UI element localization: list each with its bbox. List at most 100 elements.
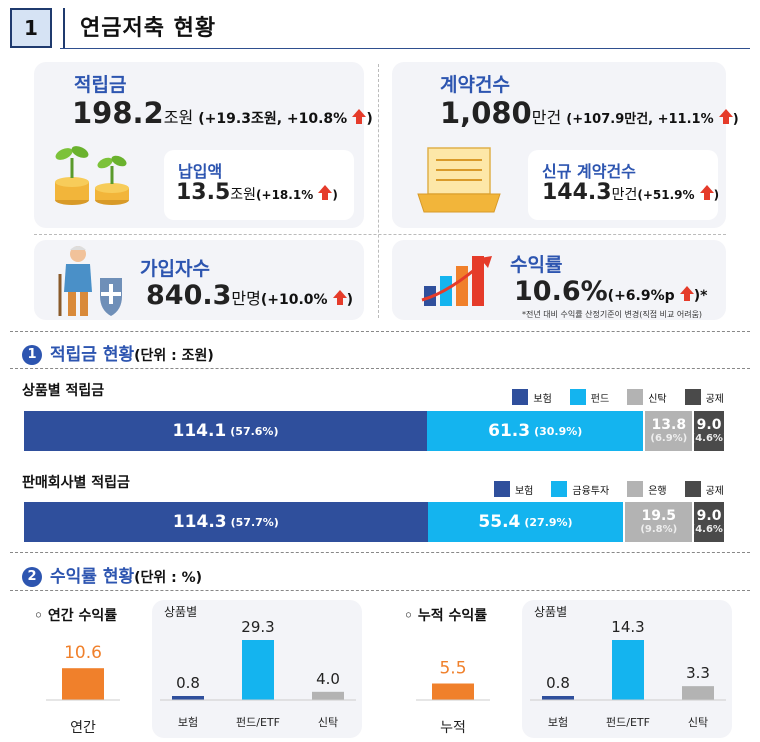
product-bar: [542, 696, 574, 700]
payment-unit: 조원: [230, 187, 257, 203]
product-value-label: 0.8: [546, 674, 570, 692]
header-underline: [60, 48, 750, 49]
up-arrow-icon: [679, 286, 694, 301]
return-change-close: )*: [693, 288, 708, 304]
bar-value-label: 61.3: [488, 421, 531, 441]
up-arrow-icon: [332, 290, 347, 305]
up-arrow-icon: [718, 109, 733, 124]
subscribers-change-close: ): [346, 292, 354, 308]
legend-item: 신탁: [627, 388, 667, 406]
product-category-label: 신탁: [688, 716, 708, 729]
legend-item: 공제: [684, 480, 724, 498]
product-bar: [682, 686, 714, 700]
reserve-unit: 조원: [163, 108, 194, 127]
contracts-change: (+107.9만건, +11.1%: [566, 112, 714, 127]
new-contracts-label: 신규 계약건수: [542, 162, 636, 181]
contracts-change-close: ): [732, 112, 739, 127]
section2-top-divider: [10, 552, 750, 553]
bar-share-label: (4.6%): [694, 524, 724, 536]
reserve-change-close: ): [366, 111, 373, 127]
return-change: (+6.9%p: [607, 288, 675, 304]
section2-bottom-divider: [10, 590, 750, 591]
return-chart-title: ◦ 연간 수익률: [34, 607, 117, 624]
product-category-label: 보험: [548, 716, 568, 729]
legend-item: 금융투자: [551, 480, 609, 498]
new-contracts-box: [528, 150, 718, 220]
return-value-line: 10.6%(+6.9%p )*: [514, 276, 707, 307]
header-divider: [63, 8, 65, 48]
new-contracts-change-close: ): [713, 188, 720, 202]
product-bar: [242, 640, 274, 700]
product-bar: [312, 691, 344, 700]
reserve-value: 198.2: [72, 96, 164, 130]
product-value-label: 14.3: [611, 618, 644, 636]
legend-label: 펀드: [590, 393, 610, 405]
legend-swatch: [569, 389, 586, 405]
bar-value-label: 13.8: [651, 416, 687, 433]
page-title: 연금저축 현황: [80, 16, 217, 41]
section1-unit: (단위 : 조원): [134, 348, 214, 364]
legend-label: 은행: [648, 485, 667, 497]
subscribers-value-line: 840.3만명(+10.0% ): [146, 280, 353, 311]
payment-change-close: ): [332, 188, 338, 202]
legend-item: 펀드: [569, 388, 610, 406]
payment-change: (+18.1%: [256, 188, 314, 202]
seller-reserve-bar: 114.3(57.7%)55.4(27.9%)19.5(9.8%)9.0(4.6…: [24, 502, 724, 542]
product-value-label: 4.0: [316, 670, 340, 688]
section1-bottom-divider: [10, 368, 750, 369]
product-reserve-title: 상품별 적립금: [22, 383, 105, 399]
bar-segment: 13.8 (6.9%): [643, 411, 693, 451]
subscribers-value: 840.3: [146, 280, 232, 311]
bar-share-label: (4.6%): [694, 433, 724, 445]
coins-plant-icon: [55, 146, 129, 205]
contracts-label: 계약건수: [440, 74, 510, 96]
subscribers-change: (+10.0%: [260, 292, 328, 308]
return-note: *전년 대비 수익률 산정기준이 변경(직접 비교 어려움): [522, 310, 703, 319]
section2-heading: 2 수익률 현황(단위 : %): [22, 562, 202, 587]
bar-share-label: (9.8%): [640, 524, 678, 536]
bar-value-label: 9.0: [696, 416, 722, 433]
up-arrow-icon: [352, 109, 367, 124]
bar-value-label: 9.0: [696, 507, 722, 524]
elderly-shield-icon: [58, 246, 122, 316]
bar-segment: 9.0(4.6%): [692, 411, 724, 451]
product-bar: [172, 696, 204, 700]
contracts-value-line: 1,080만건 (+107.9만건, +11.1% ): [440, 96, 739, 130]
total-bar: [432, 683, 474, 700]
new-contracts-change: (+51.9%: [637, 188, 695, 202]
bar-segment: 114.3 (57.7%): [24, 502, 428, 542]
legend-swatch: [684, 481, 701, 497]
bar-value-label: 55.4: [478, 512, 521, 532]
bar-segment: 19.5 (9.8%): [623, 502, 693, 542]
payment-label: 납입액: [178, 162, 223, 181]
section-number-badge: 1: [10, 8, 52, 48]
seller-reserve-title: 판매회사별 적립금: [22, 475, 130, 491]
total-value-label: 10.6: [64, 643, 102, 663]
legend-swatch: [627, 389, 644, 405]
legend-swatch: [551, 481, 568, 497]
bar-share-label: (30.9%): [534, 424, 583, 438]
up-arrow-icon: [699, 185, 714, 200]
return-chart-subtitle: 상품별: [534, 605, 567, 619]
contracts-value: 1,080: [440, 96, 532, 130]
legend-item: 보험: [493, 480, 533, 498]
total-category-label: 누적: [440, 720, 466, 736]
product-value-label: 3.3: [686, 664, 710, 682]
new-contracts-value: 144.3: [542, 180, 612, 205]
total-bar: [62, 668, 104, 700]
return-chart-title: ◦ 누적 수익률: [404, 607, 487, 624]
legend-swatch: [627, 481, 644, 497]
contract-document-icon: [417, 147, 501, 213]
section1-top-divider: [10, 331, 750, 332]
legend-label: 금융투자: [572, 485, 610, 497]
legend-label: 공제: [705, 393, 724, 405]
total-value-label: 5.5: [439, 659, 466, 679]
payment-value-line: 13.5조원(+18.1% ): [176, 180, 338, 205]
product-reserve-legend: 보험 펀드 신탁 공제: [0, 388, 724, 406]
bar-share-label: (27.9%): [524, 515, 573, 529]
new-contracts-value-line: 144.3만건(+51.9% ): [542, 180, 719, 205]
bar-value-label: 114.3: [172, 512, 227, 532]
bar-share-label: (57.7%): [230, 515, 279, 529]
bar-value-label: 19.5: [641, 507, 677, 524]
section2-number: 2: [22, 567, 42, 587]
